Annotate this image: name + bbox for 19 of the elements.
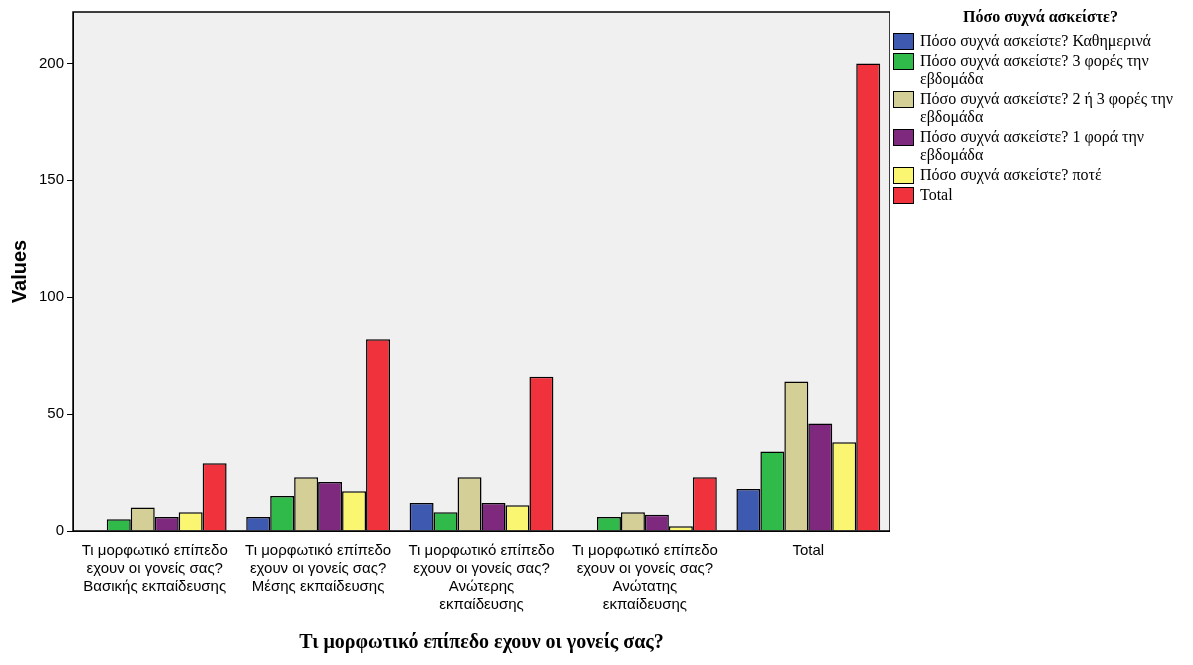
- legend-label: Πόσο συχνά ασκείστε? 2 ή 3 φορές την εβδομάδα: [920, 90, 1175, 126]
- y-tick-label: 0: [55, 521, 65, 539]
- x-tick-label: Total: [792, 541, 825, 559]
- y-tick-label: 50: [47, 404, 65, 422]
- y-tick-label: 150: [39, 170, 65, 188]
- legend-label: Πόσο συχνά ασκείστε? 3 φορές την εβδομάδα: [920, 52, 1150, 88]
- legend-label: Πόσο συχνά ασκείστε? ποτέ: [920, 166, 1102, 184]
- legend-label: Total: [920, 186, 953, 204]
- legend-label: Πόσο συχνά ασκείστε? 1 φορά την εβδομάδα: [920, 128, 1146, 164]
- legend-title: Πόσο συχνά ασκείστε?: [962, 8, 1119, 26]
- y-axis-title: Values: [7, 239, 30, 304]
- x-tick-label: Τι μορφωτικό επίπεδο εχουν οι γονείς σας? Μέσης εκπαίδευσης: [245, 541, 392, 595]
- x-axis-title: Τι μορφωτικό επίπεδο εχουν οι γονείς σας?: [299, 630, 664, 654]
- x-tick-label: Τι μορφωτικό επίπεδο εχουν οι γονείς σας? Ανώτερης εκπαίδευσης: [408, 541, 555, 613]
- x-tick-label: Τι μορφωτικό επίπεδο εχουν οι γονείς σας? Ανώτατης εκπαίδευσης: [571, 541, 718, 613]
- y-tick-label: 200: [39, 53, 65, 71]
- legend-label: Πόσο συχνά ασκείστε? Καθημερινά: [920, 32, 1151, 50]
- x-tick-label: Τι μορφωτικό επίπεδο εχουν οι γονείς σας? Βασικής εκπαίδευσης: [81, 541, 228, 595]
- y-tick-label: 100: [39, 287, 65, 305]
